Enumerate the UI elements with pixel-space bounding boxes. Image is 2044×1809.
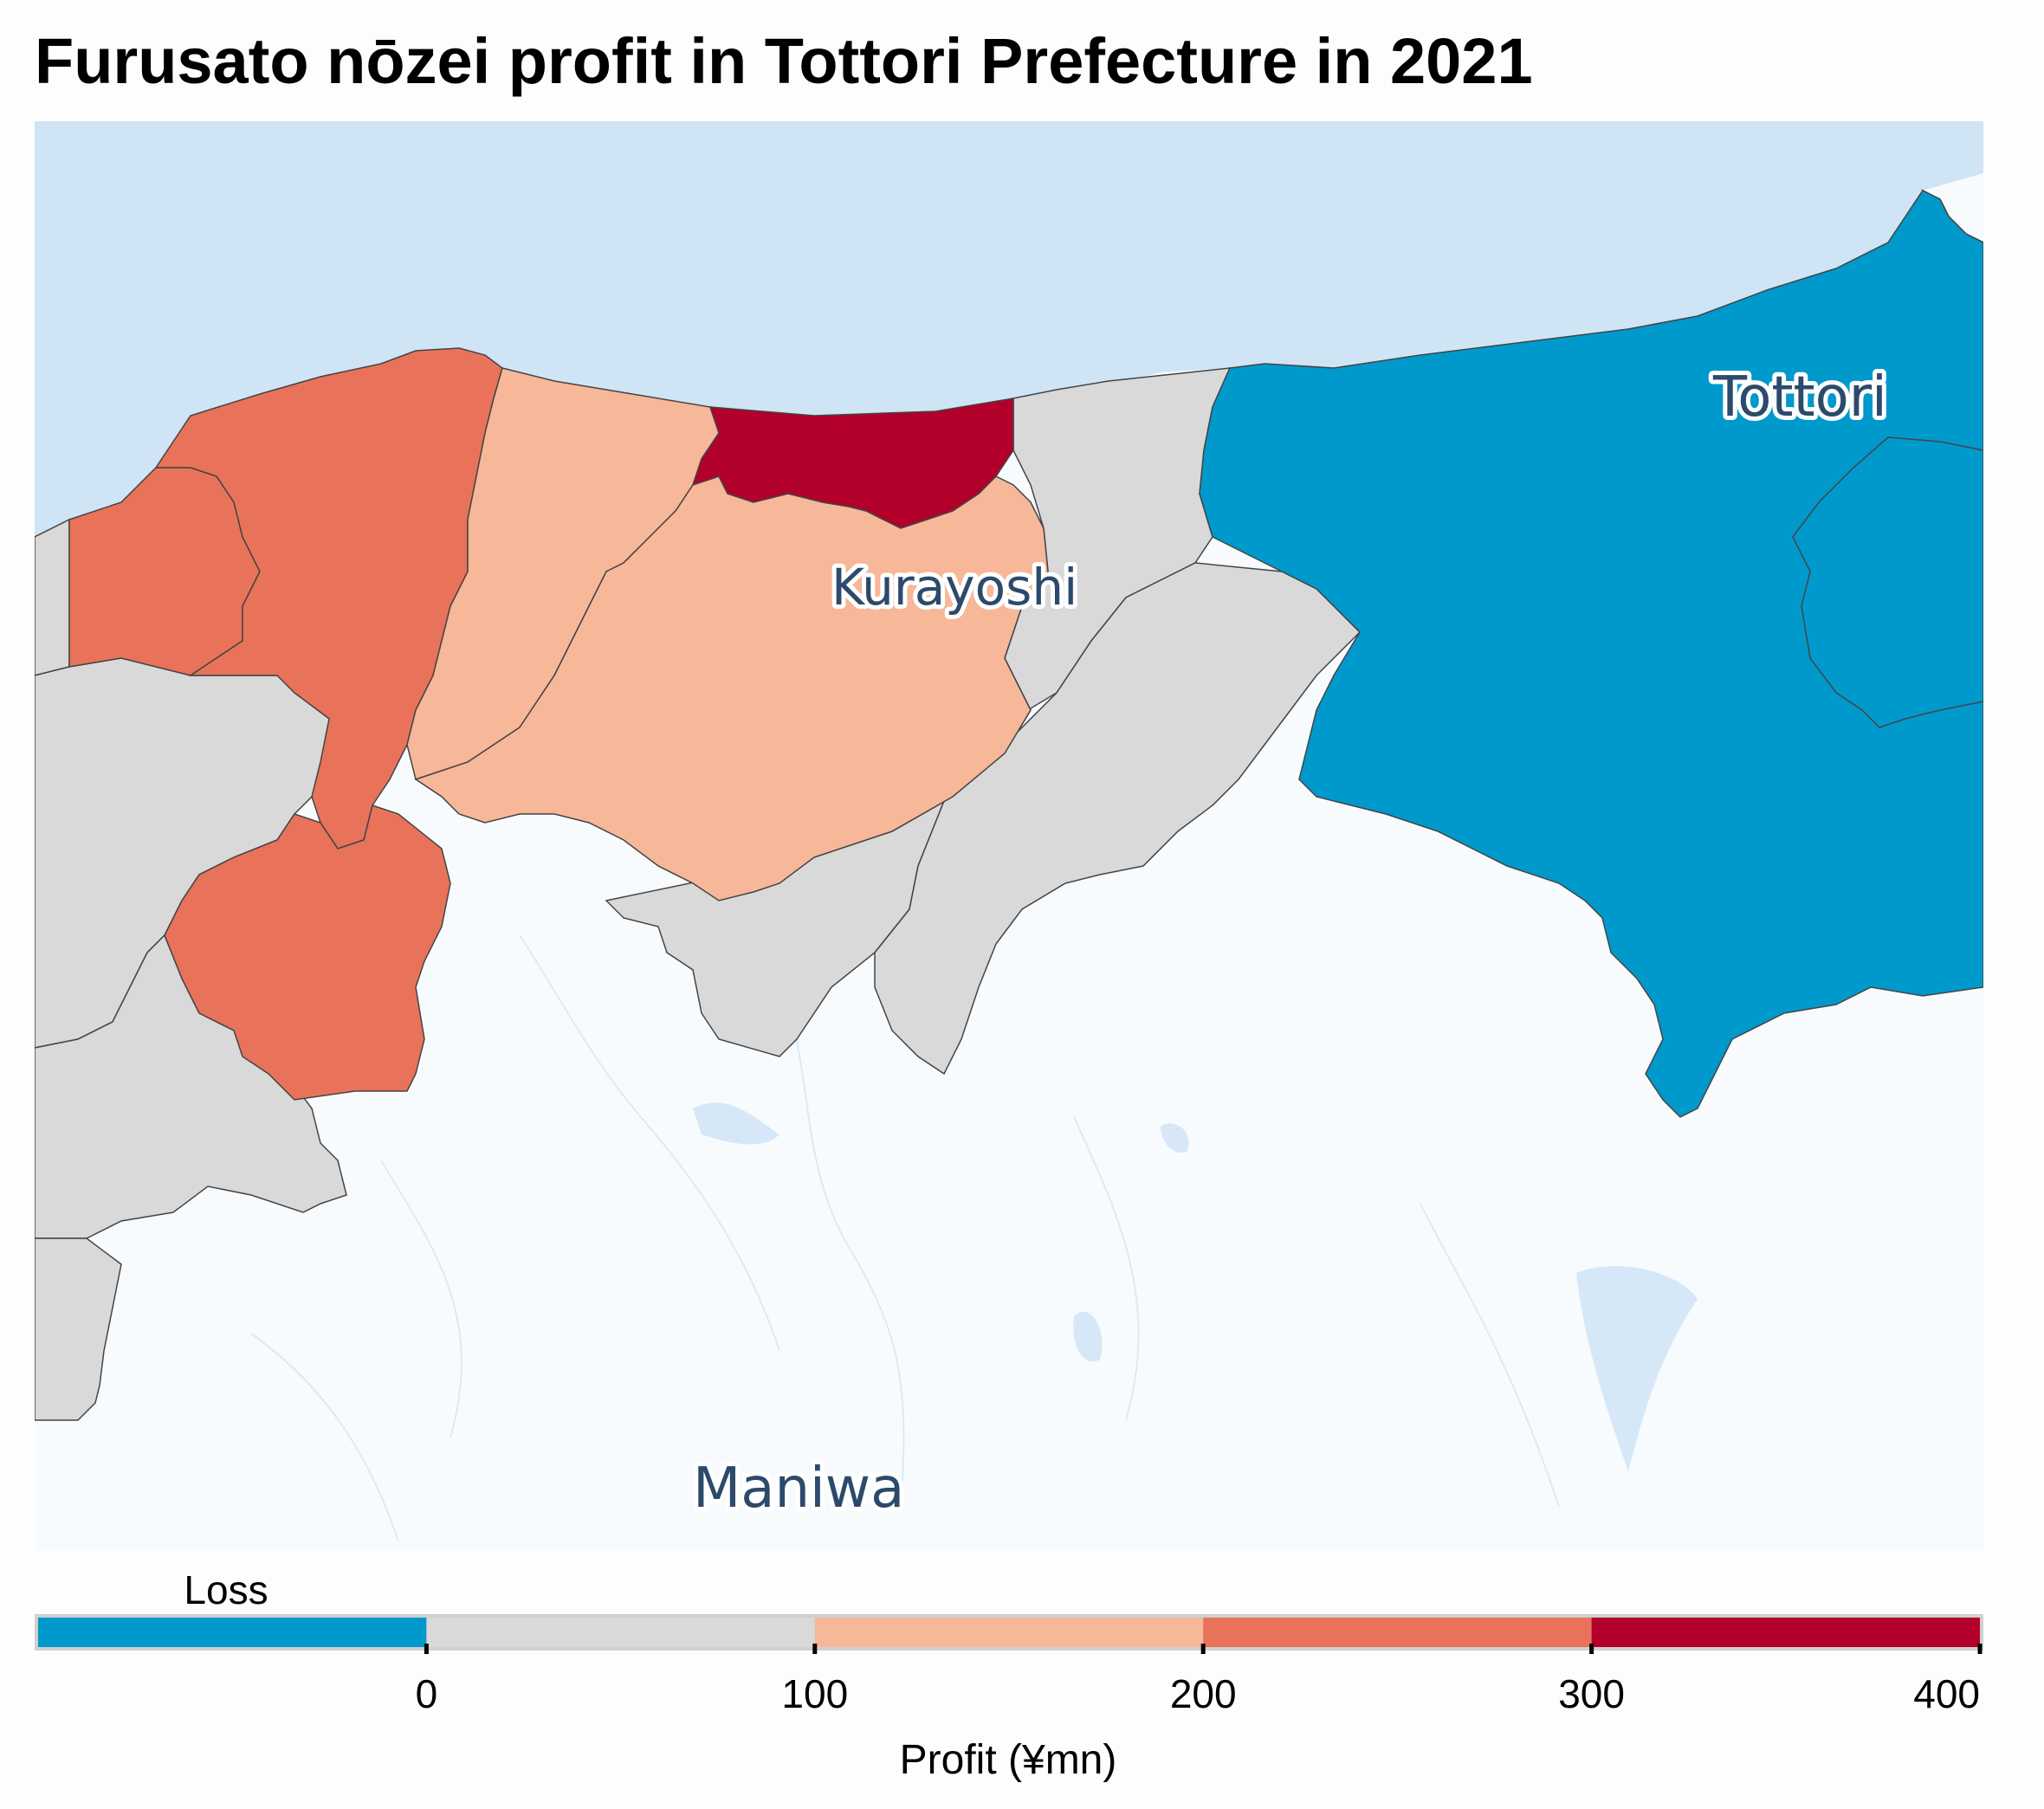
municipality-yurihama xyxy=(691,397,1014,529)
place-label-maniwa: Maniwa xyxy=(693,1457,904,1521)
outside-lakes xyxy=(693,1102,1698,1472)
legend-bin-2 xyxy=(426,1618,815,1647)
legend-bin-3 xyxy=(814,1618,1204,1647)
choropleth-map: Tottori Kurayoshi Maniwa xyxy=(35,121,1983,1550)
legend-bins xyxy=(38,1618,1980,1647)
legend-loss-label: Loss xyxy=(184,1567,268,1612)
legend-ticks: 0 100 200 300 400 xyxy=(416,1644,1983,1716)
municipality-tottori xyxy=(1199,190,1983,1118)
municipality-west-coast xyxy=(35,518,70,676)
legend-tick-label: 200 xyxy=(1170,1671,1237,1716)
municipality-southwest xyxy=(35,934,347,1239)
municipality-kofu xyxy=(164,804,451,1101)
loss-municipalities xyxy=(1199,190,1983,1118)
legend-bin-5 xyxy=(1591,1618,1980,1647)
legend-bin-4 xyxy=(1203,1618,1592,1647)
sea-of-japan xyxy=(35,121,1983,537)
place-label-kurayoshi: Kurayoshi xyxy=(831,558,1077,617)
municipality-misasa xyxy=(874,562,1362,1076)
municipality-far-southwest xyxy=(35,1237,122,1421)
color-legend: Loss 0 100 200 300 400 Profit (¥mn) xyxy=(35,1567,1983,1783)
place-label-tottori: Tottori xyxy=(1712,365,1887,430)
municipality-west-central xyxy=(154,347,503,850)
legend-bin-1 xyxy=(38,1618,427,1647)
legend-tick-label: 100 xyxy=(781,1671,848,1716)
legend-tick-label: 400 xyxy=(1913,1671,1980,1716)
legend-axis-title: Profit (¥mn) xyxy=(900,1737,1117,1783)
profit-200-300-municipalities xyxy=(68,347,503,1101)
legend-tick-label: 300 xyxy=(1558,1671,1625,1716)
legend-tick-label: 0 xyxy=(416,1671,438,1716)
outside-rivers xyxy=(250,934,1560,1542)
map-title: Furusato nōzei profit in Tottori Prefect… xyxy=(35,25,1533,97)
